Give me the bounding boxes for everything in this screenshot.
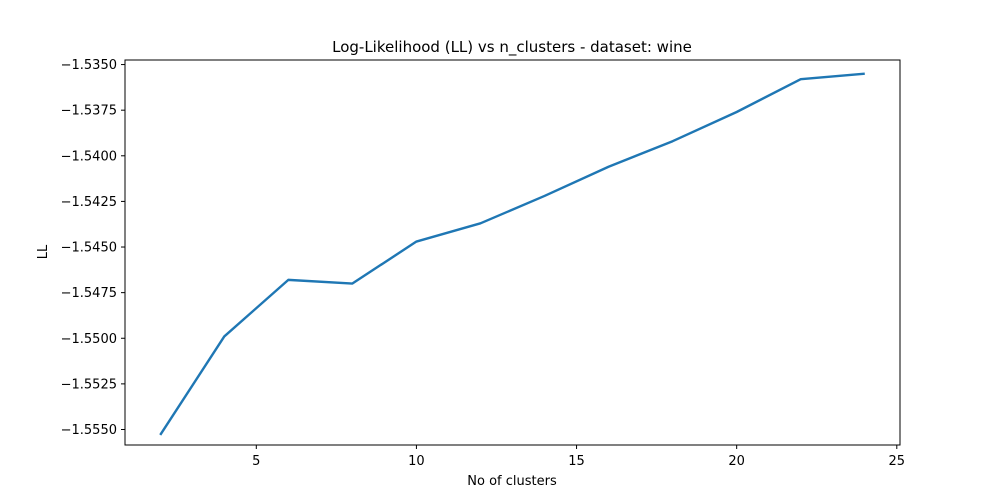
chart-title: Log-Likelihood (LL) vs n_clusters - data… [332,38,692,57]
x-tick-label: 25 [889,454,906,469]
x-axis-label: No of clusters [467,474,557,489]
series-line-0 [159,72,865,436]
y-tick-label: −1.5475 [61,286,117,301]
plot-frame [124,59,901,446]
y-axis-label: LL [36,244,51,259]
x-tick-label: 5 [252,454,260,469]
x-tick-label: 10 [408,454,425,469]
y-tick-label: −1.5425 [61,195,117,210]
x-axis: 5 10 15 20 25 [252,445,905,469]
y-tick-label: −1.5400 [61,149,117,164]
y-tick-label: −1.5525 [61,377,117,392]
y-tick-label: −1.5450 [61,241,117,256]
y-axis: −1.5350 −1.5375 −1.5400 −1.5425 −1.5450 −1.54… [61,58,125,438]
plot-area [159,72,865,436]
y-tick-label: −1.5375 [61,104,117,119]
y-tick-label: −1.5550 [61,423,117,438]
x-tick-label: 15 [568,454,585,469]
x-tick-label: 20 [728,454,745,469]
y-tick-label: −1.5350 [61,58,117,73]
y-tick-label: −1.5500 [61,332,117,347]
